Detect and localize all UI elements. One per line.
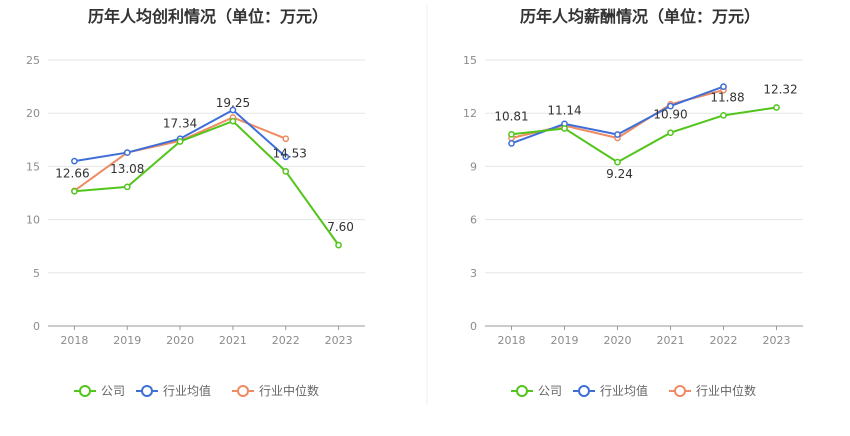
legend-item-industry-avg[interactable]: 行业均值 bbox=[573, 383, 648, 398]
data-point-company[interactable] bbox=[282, 168, 290, 175]
x-tick-label: 2018 bbox=[60, 334, 88, 347]
series-line-company bbox=[74, 120, 340, 246]
salary-per-capita-chart: 历年人均薪酬情况（单位：万元） 0 3 6 9 12 15 2018 2019 2020 2021 2… bbox=[463, 7, 803, 398]
legend-label: 行业均值 bbox=[163, 383, 211, 398]
data-point-company[interactable] bbox=[229, 117, 237, 125]
legend-label: 行业均值 bbox=[600, 383, 648, 398]
legend-swatch-marker bbox=[237, 385, 249, 397]
y-tick-label: 25 bbox=[26, 54, 40, 67]
data-label: 9.24 bbox=[606, 167, 633, 181]
data-point-company[interactable] bbox=[561, 125, 568, 132]
data-label: 10.90 bbox=[653, 108, 687, 122]
legend-item-industry-median[interactable]: 行业中位数 bbox=[669, 383, 756, 398]
legend-item-company[interactable]: 公司 bbox=[511, 384, 562, 398]
data-point-industry-avg[interactable] bbox=[667, 102, 674, 110]
data-label: 11.88 bbox=[710, 90, 744, 104]
data-label: 17.34 bbox=[163, 117, 197, 131]
y-tick-label: 6 bbox=[470, 214, 477, 227]
legend-label: 行业中位数 bbox=[696, 383, 756, 398]
y-tick-label: 3 bbox=[470, 267, 477, 280]
x-tick-label: 2019 bbox=[113, 334, 141, 347]
data-point-company[interactable] bbox=[335, 241, 342, 249]
data-point-company[interactable] bbox=[614, 158, 621, 166]
legend-swatch-marker bbox=[674, 385, 686, 397]
legend-swatch-marker bbox=[578, 385, 590, 397]
x-tick-label: 2022 bbox=[710, 334, 738, 347]
data-point-company[interactable] bbox=[667, 129, 674, 137]
profit-per-capita-chart: 历年人均创利情况（单位：万元） 0 5 10 15 20 25 2018 2019 2020 202… bbox=[26, 7, 365, 398]
y-tick-label: 10 bbox=[26, 214, 40, 227]
y-tick-label: 0 bbox=[33, 320, 40, 333]
x-tick-label: 2021 bbox=[219, 334, 247, 347]
data-point-industry-avg[interactable] bbox=[614, 131, 621, 138]
data-point-industry-avg[interactable] bbox=[123, 149, 131, 156]
y-tick-label: 15 bbox=[463, 54, 477, 67]
legend-item-industry-median[interactable]: 行业中位数 bbox=[232, 383, 319, 398]
legend-item-industry-avg[interactable]: 行业均值 bbox=[136, 383, 211, 398]
x-tick-label: 2023 bbox=[763, 334, 791, 347]
y-tick-label: 9 bbox=[470, 160, 477, 173]
legend-label: 公司 bbox=[538, 384, 562, 398]
data-point-company[interactable] bbox=[720, 111, 727, 119]
chart-title: 历年人均创利情况（单位：万元） bbox=[88, 7, 328, 26]
data-point-industry-avg[interactable] bbox=[508, 139, 515, 147]
data-point-industry-avg[interactable] bbox=[282, 153, 290, 161]
legend-swatch-marker bbox=[141, 385, 153, 397]
data-label: 13.08 bbox=[110, 162, 144, 176]
legend-item-company[interactable]: 公司 bbox=[74, 384, 125, 398]
data-point-industry-avg[interactable] bbox=[229, 106, 237, 114]
y-tick-label: 20 bbox=[26, 107, 40, 120]
data-point-industry-median[interactable] bbox=[282, 135, 290, 143]
data-label: 10.81 bbox=[494, 109, 528, 123]
data-point-industry-avg[interactable] bbox=[720, 83, 727, 90]
chart-title: 历年人均薪酬情况（单位：万元） bbox=[520, 7, 760, 26]
data-label: 12.32 bbox=[763, 83, 797, 97]
x-tick-label: 2019 bbox=[551, 334, 579, 347]
data-label: 19.25 bbox=[216, 96, 250, 110]
y-tick-label: 0 bbox=[470, 320, 477, 333]
y-tick-label: 5 bbox=[33, 267, 40, 280]
data-point-industry-avg[interactable] bbox=[71, 157, 78, 165]
legend-label: 公司 bbox=[101, 384, 125, 398]
x-tick-label: 2021 bbox=[657, 334, 685, 347]
legend-swatch-marker bbox=[79, 385, 91, 397]
data-point-company[interactable] bbox=[71, 187, 78, 195]
y-tick-label: 12 bbox=[463, 107, 477, 120]
data-point-company[interactable] bbox=[773, 104, 780, 111]
data-label: 12.66 bbox=[55, 166, 89, 180]
data-point-company[interactable] bbox=[176, 138, 184, 145]
data-point-company[interactable] bbox=[508, 130, 515, 138]
x-tick-label: 2020 bbox=[604, 334, 632, 347]
data-label: 11.14 bbox=[547, 103, 581, 117]
x-tick-label: 2022 bbox=[272, 334, 300, 347]
data-label: 7.60 bbox=[327, 220, 354, 234]
series-line-company bbox=[511, 106, 777, 164]
legend-label: 行业中位数 bbox=[259, 383, 319, 398]
data-label: 14.53 bbox=[273, 146, 307, 160]
data-point-company[interactable] bbox=[123, 183, 131, 191]
x-tick-label: 2020 bbox=[166, 334, 194, 347]
y-tick-label: 15 bbox=[26, 160, 40, 173]
x-tick-label: 2023 bbox=[325, 334, 353, 347]
legend-swatch-marker bbox=[516, 385, 528, 397]
x-tick-label: 2018 bbox=[498, 334, 526, 347]
